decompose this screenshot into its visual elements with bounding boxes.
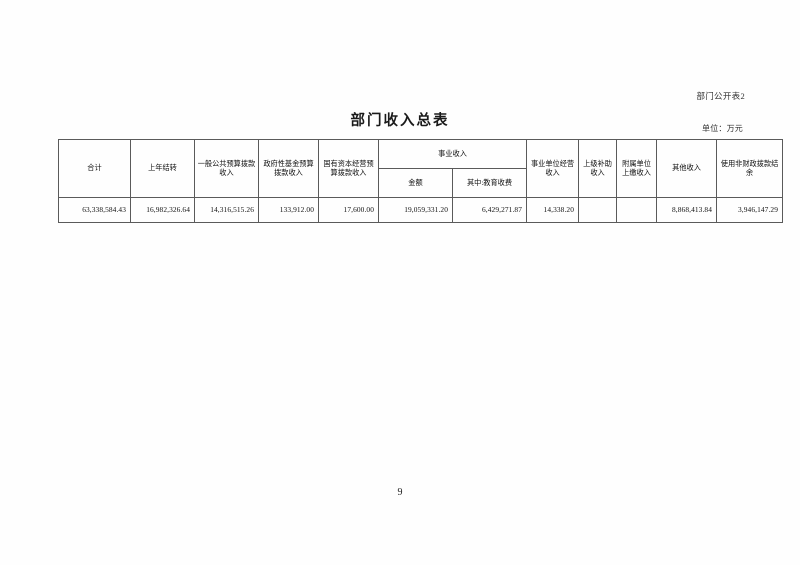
col-header-business-unit-operating: 事业单位经营收入	[526, 139, 580, 198]
col-header-non-fiscal-surplus: 使用非财政拨款结余	[716, 139, 784, 198]
col-header-total: 合计	[58, 139, 131, 198]
cell-general-public-budget: 14,316,515.26	[194, 197, 259, 223]
cell-business-income-education-fees: 6,429,271.87	[451, 197, 528, 223]
cell-total: 63,338,584.43	[58, 197, 131, 223]
col-header-general-public-budget: 一般公共预算拨款收入	[194, 139, 259, 198]
cell-business-unit-operating: 14,338.20	[526, 197, 580, 223]
col-header-carryover: 上年结转	[130, 139, 195, 198]
cell-state-capital-budget: 17,600.00	[318, 197, 379, 223]
table-body: 63,338,584.43 16,982,326.64 14,316,515.2…	[58, 197, 784, 223]
sheet-marker: 部门公开表2	[696, 91, 745, 101]
col-header-state-capital-budget: 国有资本经营预算拨款收入	[318, 139, 379, 198]
page-title: 部门收入总表	[350, 113, 450, 129]
col-header-business-income-amount: 金额	[378, 168, 453, 198]
col-header-superior-subsidy: 上级补助收入	[578, 139, 618, 198]
revenue-table-container: 合计 上年结转 一般公共预算拨款收入 政府性基金预算拨款收入 国有资本经营预算拨…	[58, 139, 784, 223]
col-header-business-income: 事业收入	[377, 139, 528, 169]
col-header-business-income-education-fees: 其中:教育收费	[451, 168, 528, 198]
header-row-primary: 合计 上年结转 一般公共预算拨款收入 政府性基金预算拨款收入 国有资本经营预算拨…	[58, 139, 784, 198]
cell-affiliate-remittance	[616, 197, 658, 223]
col-header-gov-fund-budget: 政府性基金预算拨款收入	[258, 139, 319, 198]
cell-business-income-amount: 19,059,331.20	[378, 197, 453, 223]
cell-superior-subsidy	[578, 197, 618, 223]
unit-note: 单位：万元	[702, 124, 743, 133]
col-header-affiliate-remittance: 附属单位上缴收入	[616, 139, 658, 198]
col-header-other-income: 其他收入	[656, 139, 718, 198]
cell-other-income: 8,868,413.84	[656, 197, 718, 223]
page-number: 9	[397, 487, 403, 498]
revenue-summary-table: 合计 上年结转 一般公共预算拨款收入 政府性基金预算拨款收入 国有资本经营预算拨…	[58, 139, 784, 223]
table-head: 合计 上年结转 一般公共预算拨款收入 政府性基金预算拨款收入 国有资本经营预算拨…	[58, 139, 784, 198]
table-row: 63,338,584.43 16,982,326.64 14,316,515.2…	[58, 197, 784, 223]
cell-carryover: 16,982,326.64	[130, 197, 195, 223]
cell-non-fiscal-surplus: 3,946,147.29	[716, 197, 784, 223]
cell-gov-fund-budget: 133,912.00	[258, 197, 319, 223]
